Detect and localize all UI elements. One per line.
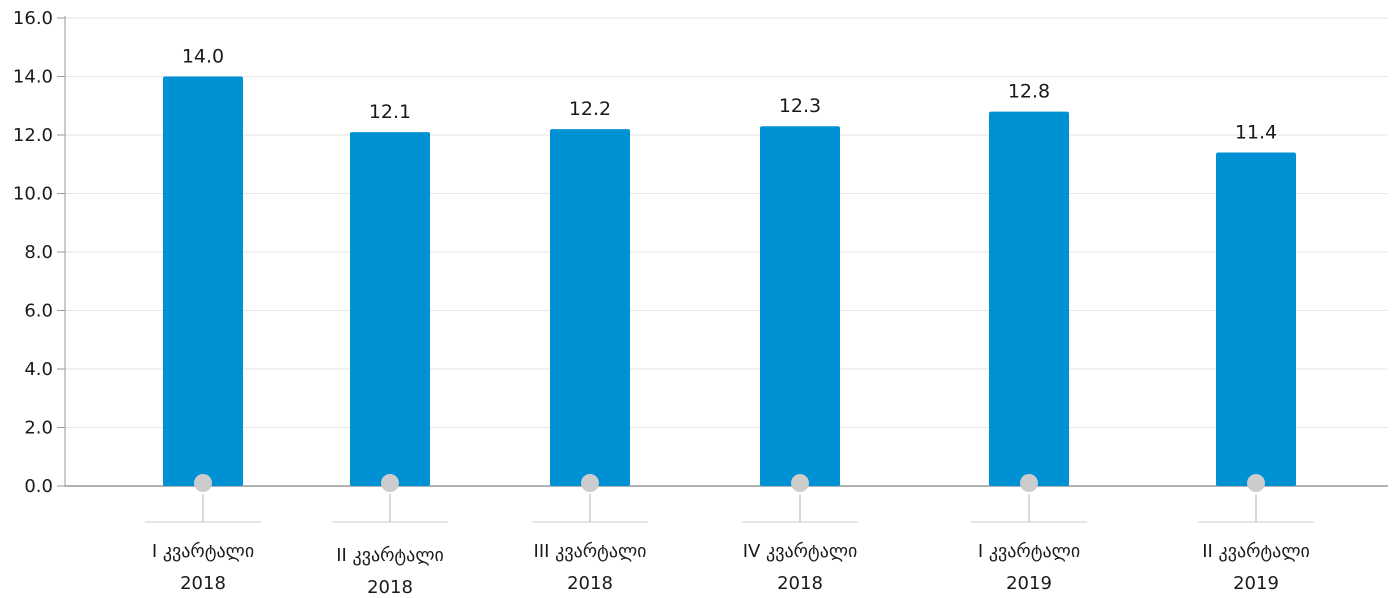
data-label: 12.1 [369, 101, 411, 123]
y-tick-label: 4.0 [24, 359, 53, 380]
gridlines [65, 17, 1388, 428]
x-tick-label-quarter: II კვარტალი [336, 545, 444, 566]
data-labels: 14.0 12.1 12.2 12.3 12.8 11.4 [182, 46, 1277, 144]
x-tick-label-quarter: I კვარტალი [152, 541, 254, 562]
bar [550, 129, 630, 486]
axes: 0.0 2.0 4.0 6.0 8.0 10.0 12.0 14.0 16.0 [13, 8, 1388, 497]
y-tick-label: 6.0 [24, 301, 53, 322]
category-marker-dot [381, 474, 399, 492]
data-label: 12.8 [1008, 81, 1050, 103]
x-tick-label-year: 2019 [1233, 573, 1279, 594]
category-marker-dot [194, 474, 212, 492]
x-axis-labels: I კვარტალი 2018 II კვარტალი 2018 III კვარტალ… [152, 541, 1310, 598]
data-label: 11.4 [1235, 122, 1277, 144]
y-tick-label: 14.0 [13, 67, 53, 88]
y-tick-label: 0.0 [24, 476, 53, 497]
y-tick-label: 8.0 [24, 242, 53, 263]
y-tick-label: 16.0 [13, 8, 53, 29]
bars [163, 76, 1296, 487]
y-tick-label: 12.0 [13, 125, 53, 146]
data-label: 12.3 [779, 95, 821, 117]
bar [989, 111, 1069, 486]
x-tick-label-year: 2018 [777, 573, 823, 594]
y-tick-label: 10.0 [13, 184, 53, 205]
category-markers [145, 474, 1314, 523]
x-tick-label-quarter: IV კვარტალი [743, 541, 858, 562]
data-label: 14.0 [182, 46, 224, 68]
category-marker-dot [581, 474, 599, 492]
bar [350, 132, 430, 486]
x-tick-label-year: 2019 [1006, 573, 1052, 594]
bar [760, 126, 840, 486]
category-marker-dot [1020, 474, 1038, 492]
y-tick-label: 2.0 [24, 418, 53, 439]
x-tick-label-quarter: I კვარტალი [978, 541, 1080, 562]
bar [163, 76, 243, 486]
x-tick-label-quarter: III კვარტალი [534, 541, 647, 562]
data-label: 12.2 [569, 98, 611, 120]
x-tick-label-year: 2018 [367, 577, 413, 598]
x-tick-label-year: 2018 [567, 573, 613, 594]
x-tick-label-quarter: II კვარტალი [1202, 541, 1310, 562]
bar [1216, 152, 1296, 487]
category-marker-dot [1247, 474, 1265, 492]
category-marker-dot [791, 474, 809, 492]
x-tick-label-year: 2018 [180, 573, 226, 594]
